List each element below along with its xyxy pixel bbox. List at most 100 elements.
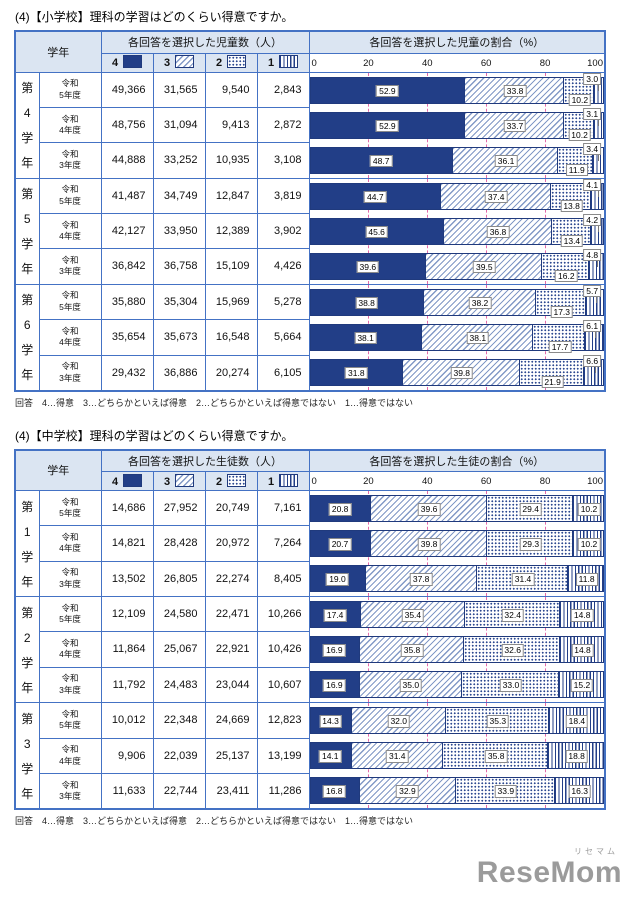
stacked-bar — [309, 707, 604, 734]
bar-value-label: 29.3 — [519, 538, 543, 551]
option-header-3: 3 — [152, 52, 206, 73]
bar-value-label: 4.1 — [583, 178, 602, 191]
bar-row: 52.9 33.8 10.2 3.0 — [309, 72, 604, 108]
bar-value-label: 31.8 — [345, 366, 368, 379]
grade-char: 第 — [21, 711, 34, 726]
axis-tick: 80 — [539, 476, 551, 487]
bar-value-label: 14.8 — [571, 644, 594, 657]
count-cell-4: 48,756 — [100, 106, 154, 144]
bar-value-label: 11.8 — [575, 573, 598, 586]
bar-segment-2 — [541, 253, 589, 279]
pattern-swatch-1-icon — [279, 55, 299, 68]
bar-value-label: 38.1 — [466, 331, 490, 344]
count-cell-4: 29,432 — [100, 354, 154, 391]
bar-value-label: 16.9 — [323, 679, 346, 692]
axis-tick: 40 — [422, 476, 433, 487]
count-cell-4: 35,654 — [100, 319, 154, 356]
year-cell: 令和 3年度 — [38, 142, 102, 179]
bar-value-label: 37.4 — [484, 190, 508, 203]
count-cell-4: 10,012 — [100, 702, 154, 739]
grade-char: 年 — [21, 786, 34, 801]
bar-row: 14.1 31.4 35.8 18.8 — [309, 738, 604, 773]
option-label: 2 — [215, 57, 223, 69]
count-cell-3: 31,565 — [152, 71, 206, 108]
bar-value-label: 13.8 — [560, 199, 583, 212]
count-cell-4: 14,686 — [100, 489, 154, 527]
table-row: 令和 4年度 9,906 22,039 25,137 13,199 — [15, 737, 605, 774]
grade-char: 第 — [21, 293, 34, 307]
count-cell-4: 49,366 — [100, 71, 154, 108]
bar-chart: 20.8 39.6 29.4 10.2 20.7 39.8 29.3 10.2 19.0 37.8… — [309, 491, 604, 596]
bar-value-label: 17.7 — [548, 340, 572, 353]
grade-cell: 第 4 学年 — [14, 71, 40, 179]
leader-line — [598, 82, 600, 91]
bar-row: 39.6 39.5 16.2 4.8 — [309, 248, 604, 284]
chart-cell: 38.8 38.2 17.3 5.7 38.1 38.1 17.7 6.1 31.8 39.8 21… — [308, 283, 606, 391]
grade-char: 4 — [23, 106, 31, 120]
bar-value-label: 32.0 — [387, 715, 410, 728]
count-cell-4: 12,109 — [100, 595, 154, 633]
count-cell-3: 33,252 — [152, 142, 206, 179]
count-cell-1: 2,872 — [256, 106, 310, 144]
grade-char: 5 — [23, 212, 31, 226]
stacked-bar — [309, 565, 604, 592]
option-label: 1 — [267, 57, 275, 69]
pattern-swatch-1-icon — [279, 473, 299, 487]
stacked-bar — [309, 495, 604, 522]
year-cell: 令和 4年度 — [38, 212, 102, 250]
bar-value-label: 35.3 — [486, 715, 510, 728]
count-cell-4: 11,792 — [100, 666, 154, 704]
bar-chart: 52.9 33.8 10.2 3.0 52.9 33.7 10.2 3.1 48.7 36.1 11… — [309, 72, 604, 178]
bar-value-label: 16.8 — [322, 785, 346, 798]
year-cell: 令和 5年度 — [38, 177, 102, 214]
count-cell-3: 36,758 — [152, 248, 206, 285]
bar-value-label: 29.4 — [519, 503, 542, 516]
grade-cell: 第 3 学年 — [14, 702, 40, 810]
header-row-2: 4 3 2 1 0 20 40 60 80 100 — [15, 52, 606, 73]
axis-tick: 100 — [587, 476, 603, 487]
bar-value-label: 14.1 — [318, 750, 342, 763]
table-row: 第 2 学年令和 5年度 12,109 24,580 22,471 10,266 17.4 35.… — [14, 595, 606, 703]
bar-value-label: 4.8 — [583, 248, 602, 261]
bar-row: 20.7 39.8 29.3 10.2 — [309, 526, 604, 561]
bar-value-label: 17.3 — [550, 305, 574, 318]
year-line: 令和 — [61, 219, 79, 230]
bar-chart: 44.7 37.4 13.8 4.1 45.6 36.8 13.4 4.2 39.6 39.5 16… — [309, 178, 604, 284]
bar-value-label: 36.1 — [494, 154, 518, 167]
bar-value-label: 33.7 — [503, 119, 527, 132]
stacked-bar — [309, 742, 604, 769]
percent-header: 各回答を選択した児童の割合（%） — [308, 30, 606, 54]
year-cell: 令和 4年度 — [38, 631, 102, 668]
year-line: 3年度 — [59, 372, 81, 383]
count-cell-2: 12,389 — [204, 212, 258, 250]
stacked-bar — [309, 146, 604, 174]
grade-char: 6 — [23, 318, 31, 332]
grade-char: 学 — [21, 131, 34, 145]
bar-value-label: 6.6 — [583, 354, 602, 367]
survey-table-junior-high: 学年 各回答を選択した生徒数（人） 各回答を選択した生徒の割合（%） 4 3 2 1 0 20 4… — [14, 448, 606, 810]
year-line: 令和 — [61, 148, 79, 159]
report-page: (4)【小学校】理科の学習はどのくらい得意ですか。 学年 各回答を選択した児童数（… — [14, 10, 626, 888]
year-line: 5年度 — [59, 720, 81, 731]
resemom-logo: リセマム ReseMom — [477, 846, 622, 889]
leader-line — [598, 152, 600, 161]
table-row: 令和 4年度 11,864 25,067 22,921 10,426 — [15, 631, 605, 668]
count-cell-3: 35,304 — [152, 283, 206, 320]
grade-char: 学 — [21, 237, 34, 251]
count-cell-1: 8,405 — [256, 560, 310, 598]
junior-high-section: (4)【中学校】理科の学習はどのくらい得意ですか。 学年 各回答を選択した生徒数（… — [14, 427, 626, 828]
bar-value-label: 39.5 — [473, 260, 496, 273]
bar-value-label: 20.8 — [328, 503, 352, 516]
stacked-bar — [309, 76, 604, 104]
grade-cell: 第 6 学年 — [14, 283, 40, 391]
bar-value-label: 52.9 — [376, 119, 399, 132]
survey-table-elementary: 学年 各回答を選択した児童数（人） 各回答を選択した児童の割合（%） 4 3 2 1 0 20 4… — [14, 30, 606, 392]
bar-value-label: 16.3 — [568, 785, 591, 798]
year-line: 令和 — [61, 638, 79, 649]
bar-value-label: 6.1 — [583, 319, 602, 332]
bar-segment-3 — [441, 183, 551, 209]
table-row: 令和 4年度 14,821 28,428 20,972 7,264 — [15, 525, 605, 562]
count-cell-4: 44,888 — [100, 142, 154, 179]
count-cell-2: 24,669 — [204, 702, 258, 739]
bar-value-label: 39.8 — [417, 538, 441, 551]
